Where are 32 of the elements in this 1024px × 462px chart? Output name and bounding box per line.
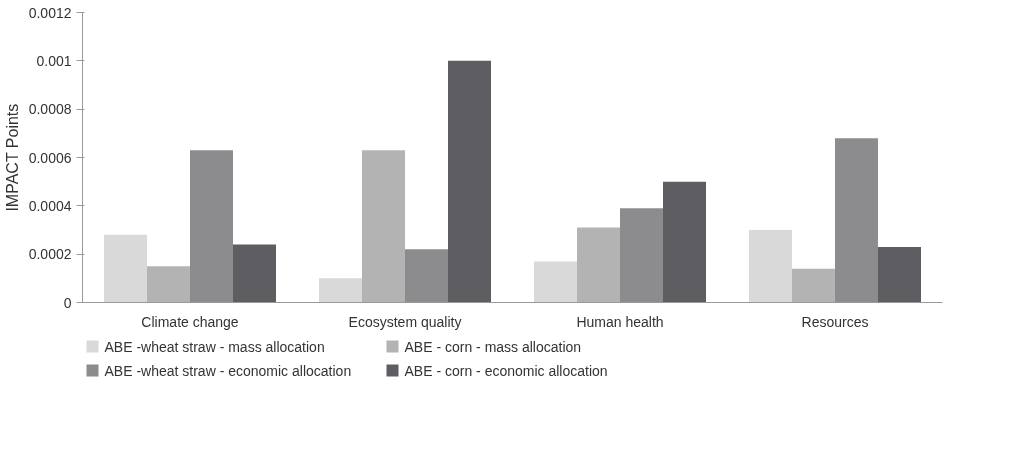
bar xyxy=(663,181,706,303)
y-axis-title: IMPACT Points xyxy=(3,103,21,212)
y-tick-label: 0.0006 xyxy=(28,149,72,166)
bar xyxy=(147,266,190,303)
bar xyxy=(104,234,147,303)
y-tick-label: 0.0004 xyxy=(28,197,72,214)
bar xyxy=(233,244,276,303)
y-tick-label: 0.0012 xyxy=(28,4,72,21)
legend-label: ABE -wheat straw - mass allocation xyxy=(104,338,325,355)
bar xyxy=(620,208,663,303)
x-tick-label: Human health xyxy=(576,313,664,330)
y-tick-label: 0.0002 xyxy=(28,246,72,263)
bar xyxy=(448,60,491,303)
bar xyxy=(190,150,233,303)
bar xyxy=(792,268,835,303)
legend-label: ABE - corn - economic allocation xyxy=(404,362,608,379)
bar xyxy=(878,246,921,303)
legend-label: ABE - corn - mass allocation xyxy=(404,338,582,355)
bar xyxy=(405,249,448,303)
bar xyxy=(749,230,792,303)
x-tick-label: Climate change xyxy=(141,313,239,330)
x-tick-label: Resources xyxy=(801,313,869,330)
y-tick-label: 0.0008 xyxy=(28,101,72,118)
legend-label: ABE -wheat straw - economic allocation xyxy=(104,362,352,379)
x-tick-label: Ecosystem quality xyxy=(348,313,462,330)
bar xyxy=(534,261,577,303)
bar xyxy=(577,227,620,303)
bar xyxy=(362,150,405,303)
bar xyxy=(319,278,362,303)
y-tick-label: 0.001 xyxy=(36,52,72,69)
bar xyxy=(835,138,878,303)
y-tick-label: 0 xyxy=(63,294,72,311)
